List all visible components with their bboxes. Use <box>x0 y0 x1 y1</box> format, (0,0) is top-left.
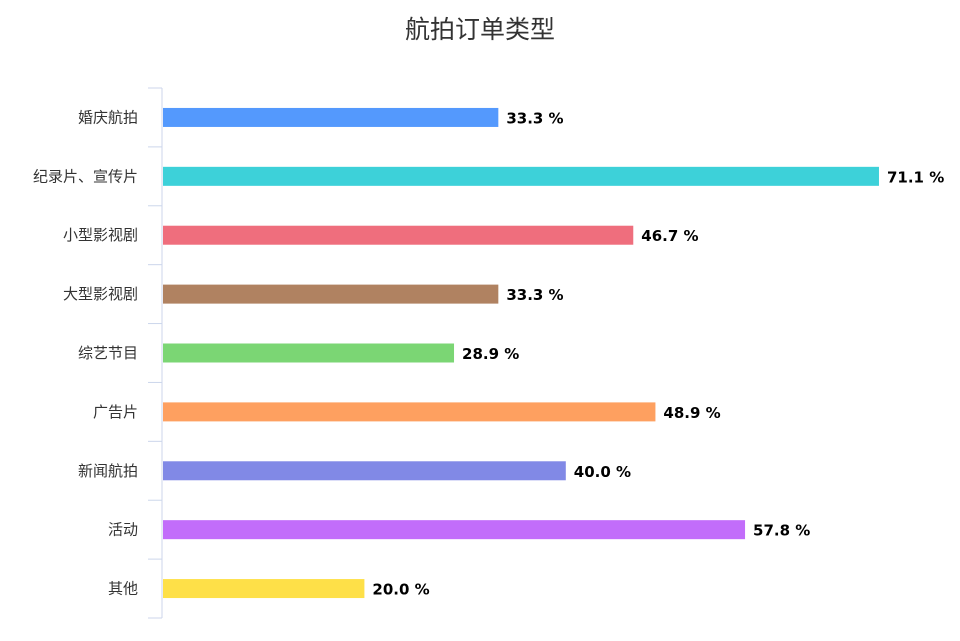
bar[interactable] <box>163 343 455 363</box>
bar[interactable] <box>163 107 499 127</box>
bars <box>163 107 879 599</box>
bar[interactable] <box>163 579 365 599</box>
value-label: 57.8 % <box>753 522 810 540</box>
category-label: 新闻航拍 <box>78 462 138 480</box>
category-label: 综艺节目 <box>78 344 138 362</box>
value-label: 46.7 % <box>641 227 698 245</box>
category-label: 其他 <box>108 580 138 598</box>
value-label: 71.1 % <box>887 168 944 186</box>
category-label: 广告片 <box>93 403 138 421</box>
value-label: 40.0 % <box>574 463 631 481</box>
value-label: 33.3 % <box>506 109 563 127</box>
category-label: 活动 <box>108 521 138 539</box>
value-label: 20.0 % <box>372 581 429 599</box>
category-label: 纪录片、宣传片 <box>33 167 138 185</box>
bar[interactable] <box>163 520 746 540</box>
value-label: 28.9 % <box>462 345 519 363</box>
category-label: 婚庆航拍 <box>78 108 138 126</box>
value-label: 48.9 % <box>663 404 720 422</box>
category-label: 小型影视剧 <box>63 226 138 244</box>
bar[interactable] <box>163 284 499 304</box>
y-axis-ticks <box>148 87 162 619</box>
category-label: 大型影视剧 <box>63 285 138 303</box>
value-labels: 33.3 % 71.1 % 46.7 % 33.3 % 28.9 % 48.9 % 40.0… <box>372 109 944 598</box>
chart-title: 航拍订单类型 <box>405 15 555 44</box>
bar[interactable] <box>163 225 634 245</box>
bar[interactable] <box>163 461 566 481</box>
bar[interactable] <box>163 402 656 422</box>
bar[interactable] <box>163 166 879 186</box>
value-label: 33.3 % <box>506 286 563 304</box>
